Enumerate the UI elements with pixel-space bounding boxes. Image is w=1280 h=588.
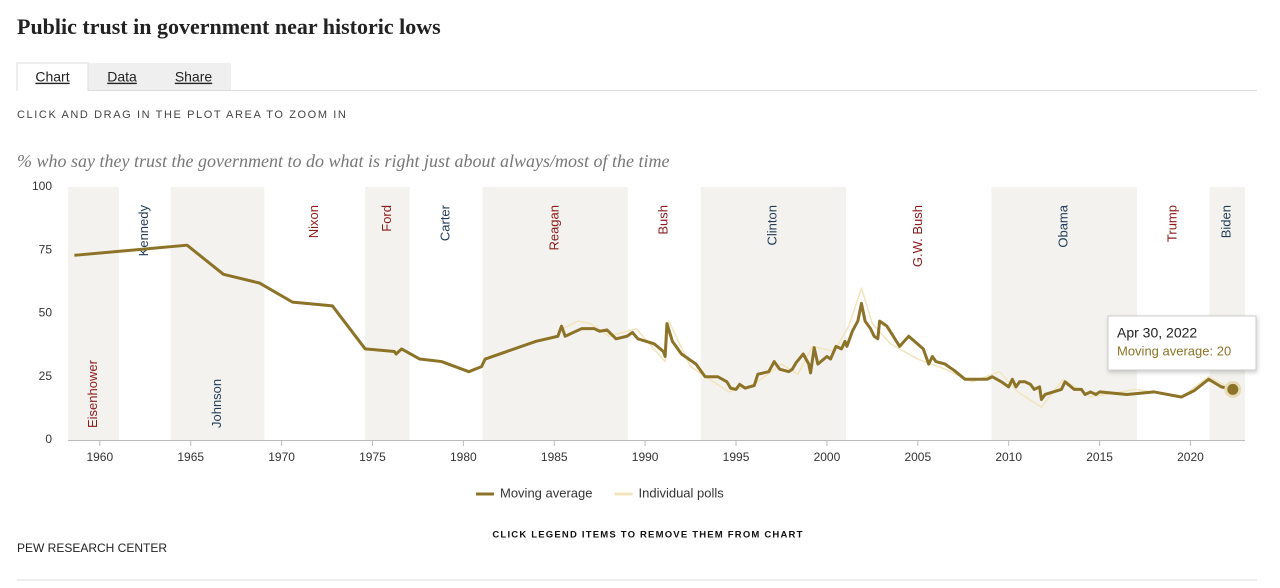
y-tick-label: 50	[39, 306, 53, 320]
x-tick-label: 1970	[268, 450, 295, 464]
x-tick-label: 1975	[359, 450, 386, 464]
tab[interactable]: Data	[107, 69, 137, 85]
president-band	[68, 187, 119, 440]
source: PEW RESEARCH CENTER	[17, 541, 167, 555]
president-label: Reagan	[547, 205, 562, 251]
president-label: G.W. Bush	[910, 205, 925, 267]
x-tick-label: 2020	[1177, 450, 1204, 464]
x-tick-label: 2005	[904, 450, 931, 464]
x-tick-label: 1985	[541, 450, 568, 464]
president-bands	[68, 187, 1245, 440]
legend-label[interactable]: Individual polls	[639, 485, 725, 500]
tooltip: Apr 30, 2022 Moving average: 20	[1107, 315, 1257, 371]
president-label: Trump	[1165, 205, 1180, 242]
y-tick-label: 25	[39, 369, 53, 383]
president-label: Bush	[656, 205, 671, 235]
plot: Eisenhower Kennedy Johnson Nixon Ford Carter R…	[32, 179, 1257, 500]
president-label: Eisenhower	[85, 359, 100, 428]
x-tick-label: 2015	[1086, 450, 1113, 464]
tab-bar: Chart Data Share	[16, 62, 1257, 91]
president-band	[1209, 187, 1245, 440]
president-label: Carter	[438, 204, 453, 241]
x-tick-label: 2010	[995, 450, 1022, 464]
chart-title: Public trust in government near historic…	[17, 14, 441, 39]
president-label: Obama	[1056, 204, 1071, 247]
y-tick-label: 0	[45, 432, 52, 446]
president-band	[991, 187, 1137, 440]
president-label: Johnson	[209, 379, 224, 428]
tab[interactable]: Share	[175, 69, 213, 85]
x-tick-label: 1960	[86, 450, 113, 464]
tooltip-box	[1107, 315, 1257, 371]
x-tick-label: 1995	[723, 450, 750, 464]
tab-bg	[88, 63, 156, 91]
x-tick-label: 1980	[450, 450, 477, 464]
tab-bg	[156, 63, 231, 91]
chart-subtitle: % who say they trust the government to d…	[17, 151, 669, 171]
president-label: Nixon	[306, 205, 321, 238]
hover-point	[1224, 380, 1242, 398]
x-tick-label: 2000	[814, 450, 841, 464]
president-label: Clinton	[765, 205, 780, 245]
president-band	[365, 187, 410, 440]
zoom-hint: CLICK AND DRAG IN THE PLOT AREA TO ZOOM …	[17, 109, 347, 121]
x-tick-label: 1965	[177, 450, 204, 464]
tooltip-text: Moving average: 20	[1117, 343, 1231, 358]
president-band	[170, 187, 265, 440]
y-tick-label: 75	[39, 242, 53, 256]
legend-hint: CLICK LEGEND ITEMS TO REMOVE THEM FROM C…	[492, 530, 803, 541]
president-band	[482, 187, 628, 440]
legend-label[interactable]: Moving average	[500, 485, 593, 500]
tab[interactable]: Chart	[35, 69, 69, 85]
president-band	[700, 187, 847, 440]
president-label: Biden	[1219, 205, 1234, 238]
president-label: Kennedy	[136, 205, 151, 257]
tab-border	[16, 62, 89, 91]
y-tick-label: 100	[32, 179, 52, 193]
x-tick-label: 1990	[632, 450, 659, 464]
tooltip-title: Apr 30, 2022	[1117, 325, 1197, 341]
president-label: Ford	[379, 205, 394, 232]
series-line	[74, 243, 1234, 402]
